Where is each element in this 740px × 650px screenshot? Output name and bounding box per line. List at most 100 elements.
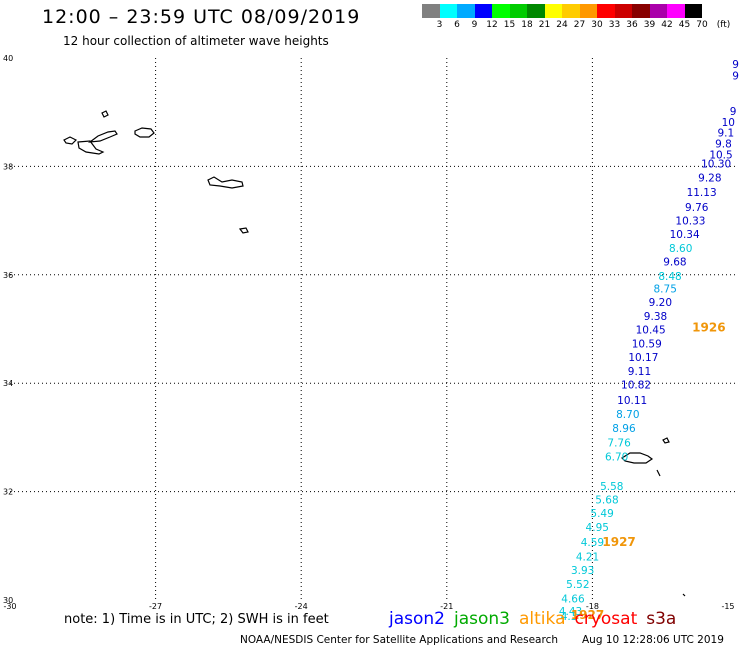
island-madeira bbox=[621, 452, 654, 464]
time-label: 1926 bbox=[692, 321, 725, 335]
satellite-s3a: s3a bbox=[646, 609, 677, 629]
swh-value: 9.8 bbox=[715, 138, 732, 150]
legend-swatch bbox=[457, 4, 475, 18]
legend-label: 39 bbox=[643, 20, 656, 30]
note-text: note: 1) Time is in UTC; 2) SWH is in fe… bbox=[64, 612, 329, 627]
legend-label: 36 bbox=[626, 20, 638, 30]
swh-value: 10.34 bbox=[670, 229, 700, 241]
legend-swatch bbox=[562, 4, 580, 18]
swh-value: 5.49 bbox=[590, 508, 613, 520]
legend-swatch bbox=[579, 4, 597, 18]
swh-value: 9.38 bbox=[644, 311, 667, 323]
swh-value: 9.28 bbox=[698, 173, 721, 185]
island-terceira bbox=[134, 127, 155, 138]
time-label: 1927 bbox=[602, 535, 635, 549]
swh-value: 10.33 bbox=[675, 215, 705, 227]
legend-label: 27 bbox=[573, 20, 586, 30]
credit-text: NOAA/NESDIS Center for Satellite Applica… bbox=[240, 634, 558, 646]
legend-label: 70 bbox=[696, 20, 708, 30]
swh-value: 10.17 bbox=[628, 352, 658, 364]
island-corvo bbox=[77, 140, 105, 155]
swh-value: 10.45 bbox=[636, 324, 666, 336]
satellite-jason3: jason3 bbox=[454, 609, 510, 629]
swh-value: 9 bbox=[732, 59, 739, 71]
swh-value: 5.68 bbox=[595, 495, 618, 507]
swh-value: 9.20 bbox=[649, 297, 672, 309]
legend-swatch bbox=[632, 4, 650, 18]
swh-value: 10.30 bbox=[701, 158, 731, 170]
islet-selvagens bbox=[682, 593, 686, 597]
swh-value: 4.3 bbox=[561, 611, 578, 623]
legend-swatch bbox=[684, 4, 702, 18]
swh-value: 4.21 bbox=[576, 551, 599, 563]
island-porto-santo bbox=[662, 437, 670, 444]
island-santa-maria bbox=[238, 227, 249, 234]
legend-swatch bbox=[597, 4, 615, 18]
legend-label: 9 bbox=[471, 20, 478, 30]
lon-tick-label: -30 bbox=[3, 602, 16, 611]
swh-value: 7.76 bbox=[607, 438, 631, 450]
swh-value: 3.93 bbox=[571, 565, 594, 577]
legend-label: 24 bbox=[556, 20, 568, 30]
legend-label: 12 bbox=[486, 20, 498, 30]
lat-tick-label: 36 bbox=[3, 271, 13, 280]
swh-value: 9.68 bbox=[663, 257, 686, 269]
lon-tick-label: -15 bbox=[721, 602, 734, 611]
swh-value: 5.58 bbox=[600, 481, 623, 493]
page-subtitle: 12 hour collection of altimeter wave hei… bbox=[63, 34, 329, 48]
color-legend: 3 6 9 12 15 18 21 24 27 30 33 36 39 42 45 70 (ft) bbox=[422, 4, 740, 30]
latitude-labels: 40 38 36 34 32 30 bbox=[3, 54, 13, 605]
lon-tick-label: -27 bbox=[149, 602, 162, 611]
credit-line: NOAA/NESDIS Center for Satellite Applica… bbox=[240, 634, 724, 646]
legend-label: 45 bbox=[678, 20, 691, 30]
lat-tick-label: 40 bbox=[3, 54, 13, 63]
lat-tick-label: 34 bbox=[3, 379, 13, 388]
island-flores bbox=[63, 136, 78, 145]
legend-label: 18 bbox=[521, 20, 533, 30]
legend-swatch bbox=[422, 4, 440, 18]
swh-value: 8.60 bbox=[669, 243, 692, 255]
swh-value: 6.70 bbox=[605, 452, 628, 464]
legend-swatch bbox=[544, 4, 562, 18]
swh-value: 8.75 bbox=[654, 284, 677, 296]
legend-label: 6 bbox=[454, 20, 460, 30]
lat-tick-label: 30 bbox=[3, 596, 13, 605]
satellite-jason2: jason2 bbox=[389, 609, 445, 629]
legend-swatch bbox=[509, 4, 527, 18]
time-label: 1927 bbox=[571, 608, 604, 622]
legend-label: 21 bbox=[538, 20, 551, 30]
time-labels: 1926 1927 1927 bbox=[571, 321, 726, 622]
coastlines bbox=[63, 110, 686, 597]
satellite-legend: jason2 jason3 altika cryosat s3a bbox=[389, 609, 685, 629]
swh-value: 10.59 bbox=[632, 338, 662, 350]
lat-tick-label: 32 bbox=[3, 488, 13, 497]
satellite-altika: altika bbox=[519, 609, 566, 629]
legend-swatches bbox=[422, 4, 740, 18]
swh-values: 999109.19.810.510.309.2811.139.7610.3310… bbox=[559, 59, 739, 623]
lon-tick-label: -21 bbox=[440, 602, 453, 611]
longitude-labels: -30 -27 -24 -21 -18 -15 bbox=[3, 602, 734, 611]
legend-swatch bbox=[439, 4, 457, 18]
legend-swatch bbox=[492, 4, 510, 18]
islet-desertas bbox=[656, 469, 661, 477]
swh-value: 10.82 bbox=[621, 380, 651, 392]
legend-label: 33 bbox=[608, 20, 621, 30]
legend-label: 3 bbox=[436, 20, 443, 30]
swh-value: 4.59 bbox=[581, 537, 604, 549]
swh-value: 9 bbox=[730, 106, 737, 118]
legend-swatch bbox=[614, 4, 632, 18]
legend-swatch bbox=[527, 4, 545, 18]
swh-value: 11.13 bbox=[687, 187, 717, 199]
legend-swatch bbox=[474, 4, 492, 18]
swh-value: 8.70 bbox=[616, 409, 639, 421]
swh-value: 9.1 bbox=[718, 128, 735, 140]
swh-value: 5.52 bbox=[566, 579, 589, 591]
legend-label: 30 bbox=[591, 20, 603, 30]
swh-value: 10 bbox=[722, 117, 735, 129]
lon-tick-label: -24 bbox=[295, 602, 308, 611]
swh-value: 4.95 bbox=[586, 522, 609, 534]
lat-tick-label: 38 bbox=[3, 162, 13, 171]
legend-labels: 3 6 9 12 15 18 21 24 27 30 33 36 39 42 45 70 (ft) bbox=[422, 18, 740, 30]
page-title: 12:00 – 23:59 UTC 08/09/2019 bbox=[42, 6, 361, 28]
